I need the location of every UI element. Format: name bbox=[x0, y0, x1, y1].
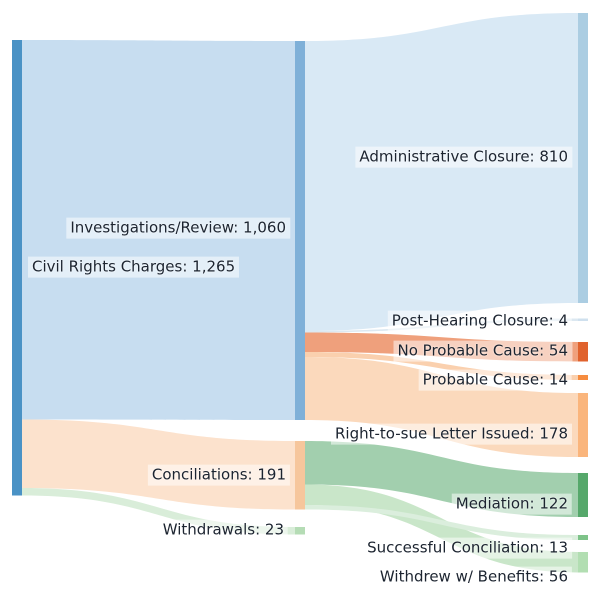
node-conc[interactable] bbox=[295, 441, 305, 510]
flow-conc-to-sc[interactable] bbox=[305, 505, 578, 540]
label-withd: Withdrawals: 23 bbox=[158, 519, 288, 541]
sankey-nodes-layer bbox=[12, 13, 588, 573]
node-admin[interactable] bbox=[578, 13, 588, 303]
label-inv: Investigations/Review: 1,060 bbox=[66, 217, 290, 239]
label-conc: Conciliations: 191 bbox=[147, 464, 290, 486]
label-admin: Administrative Closure: 810 bbox=[355, 146, 572, 168]
node-crc[interactable] bbox=[12, 40, 22, 496]
flow-crc-to-conc[interactable] bbox=[22, 419, 295, 510]
sankey-links-layer bbox=[22, 13, 578, 573]
node-med[interactable] bbox=[578, 473, 588, 517]
label-med: Mediation: 122 bbox=[451, 493, 572, 515]
node-withd[interactable] bbox=[295, 527, 305, 535]
node-rts[interactable] bbox=[578, 393, 588, 457]
node-wb[interactable] bbox=[578, 552, 588, 573]
label-sc: Successful Conciliation: 13 bbox=[363, 537, 572, 559]
node-phc[interactable] bbox=[578, 318, 588, 322]
label-npc: No Probable Cause: 54 bbox=[393, 340, 572, 362]
node-npc[interactable] bbox=[578, 342, 588, 362]
node-inv[interactable] bbox=[295, 41, 305, 420]
label-crc: Civil Rights Charges: 1,265 bbox=[28, 256, 240, 278]
label-wb: Withdrew w/ Benefits: 56 bbox=[375, 566, 572, 588]
label-rts: Right-to-sue Letter Issued: 178 bbox=[331, 423, 572, 445]
node-pc[interactable] bbox=[578, 375, 588, 380]
flow-inv-to-admin[interactable] bbox=[305, 13, 578, 331]
label-phc: Post-Hearing Closure: 4 bbox=[387, 310, 572, 332]
node-sc[interactable] bbox=[578, 535, 588, 540]
label-pc: Probable Cause: 14 bbox=[418, 369, 572, 391]
